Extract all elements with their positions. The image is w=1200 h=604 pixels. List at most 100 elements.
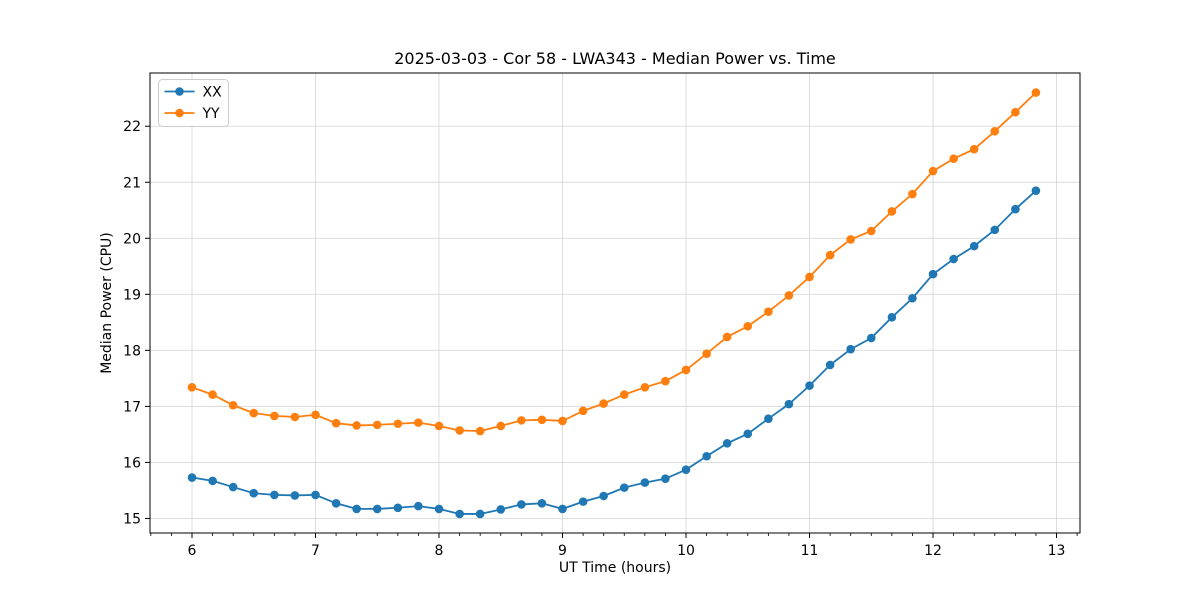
data-point — [640, 478, 650, 487]
y-tick-label: 19 — [123, 287, 141, 303]
y-tick-label: 22 — [123, 119, 141, 135]
data-point — [249, 408, 259, 418]
data-point — [908, 189, 917, 199]
data-point — [393, 419, 403, 429]
data-point — [496, 505, 506, 514]
y-tick-label: 17 — [123, 399, 141, 415]
data-point — [764, 414, 773, 424]
data-point — [187, 383, 197, 392]
data-point — [866, 333, 876, 343]
data-point — [558, 416, 567, 426]
data-point — [414, 501, 423, 511]
data-point — [949, 154, 958, 164]
data-point — [228, 400, 238, 410]
axis-ticks: 6 7 8 9 10 11 12 13 15 16 17 18 19 20 21 22 — [123, 119, 1078, 559]
legend-label: XX — [203, 85, 223, 101]
series-line — [191, 189, 1037, 515]
data-point — [455, 426, 464, 435]
data-point — [640, 383, 650, 392]
data-point — [990, 225, 1000, 235]
data-point — [619, 483, 629, 492]
data-point — [331, 499, 341, 508]
data-point — [270, 490, 279, 500]
data-point — [784, 399, 794, 409]
data-point — [434, 504, 444, 514]
data-point — [784, 291, 794, 300]
series-layer — [187, 88, 1041, 519]
data-point — [578, 406, 588, 416]
plot-border — [149, 72, 1081, 534]
x-tick-label: 6 — [188, 543, 197, 559]
data-point — [270, 411, 279, 421]
data-point — [352, 421, 361, 430]
legend-label: YY — [202, 106, 221, 122]
data-point — [311, 410, 320, 420]
data-point — [805, 272, 814, 282]
legend-item-yy: YY — [164, 106, 221, 122]
data-point — [846, 344, 855, 354]
data-point — [722, 332, 732, 342]
legend-item-xx: XX — [164, 85, 223, 101]
series-yy — [187, 88, 1041, 436]
legend-marker — [175, 87, 184, 96]
series-xx — [187, 186, 1041, 519]
data-point — [372, 420, 382, 430]
data-point — [208, 390, 217, 399]
data-point — [414, 418, 423, 427]
x-axis-label: UT Time (hours) — [559, 560, 671, 576]
data-point — [1011, 107, 1020, 117]
data-point — [249, 488, 259, 498]
data-point — [969, 144, 979, 154]
data-point — [825, 250, 835, 260]
data-point — [208, 476, 217, 486]
x-tick-label: 8 — [435, 543, 444, 559]
x-tick-label: 11 — [801, 543, 819, 559]
data-point — [1031, 88, 1041, 97]
y-tick-label: 16 — [123, 455, 141, 471]
data-point — [475, 426, 485, 436]
data-point — [517, 416, 526, 425]
data-point — [393, 503, 403, 513]
data-point — [887, 207, 897, 216]
data-point — [908, 293, 917, 303]
data-point — [311, 490, 320, 500]
data-point — [702, 451, 711, 461]
data-point — [599, 491, 608, 501]
y-tick-label: 20 — [123, 231, 141, 247]
data-point — [702, 349, 711, 359]
data-point — [764, 307, 773, 316]
data-point — [372, 504, 382, 514]
data-point — [578, 497, 588, 506]
legend-marker — [175, 108, 184, 118]
data-point — [187, 473, 197, 482]
data-point — [661, 474, 670, 483]
data-point — [619, 390, 629, 399]
data-point — [990, 126, 1000, 136]
data-point — [681, 465, 691, 474]
data-point — [969, 241, 979, 251]
x-tick-label: 7 — [311, 543, 320, 559]
x-tick-label: 12 — [924, 543, 942, 559]
y-tick-label: 21 — [123, 175, 141, 191]
y-axis-label: Median Power (CPU) — [99, 232, 115, 374]
data-point — [537, 415, 547, 425]
data-point — [475, 509, 485, 519]
data-point — [825, 360, 835, 370]
data-point — [722, 439, 732, 448]
data-point — [290, 491, 300, 500]
legend: XX YY — [158, 79, 229, 127]
gridlines — [150, 73, 1080, 533]
data-point — [228, 482, 238, 492]
x-tick-label: 10 — [677, 543, 695, 559]
data-point — [743, 429, 753, 439]
x-tick-label: 9 — [558, 543, 567, 559]
data-point — [949, 254, 958, 264]
data-point — [434, 421, 444, 431]
data-point — [846, 235, 855, 244]
data-point — [661, 376, 670, 386]
data-point — [558, 504, 567, 514]
data-point — [928, 269, 938, 279]
data-point — [1011, 204, 1020, 214]
